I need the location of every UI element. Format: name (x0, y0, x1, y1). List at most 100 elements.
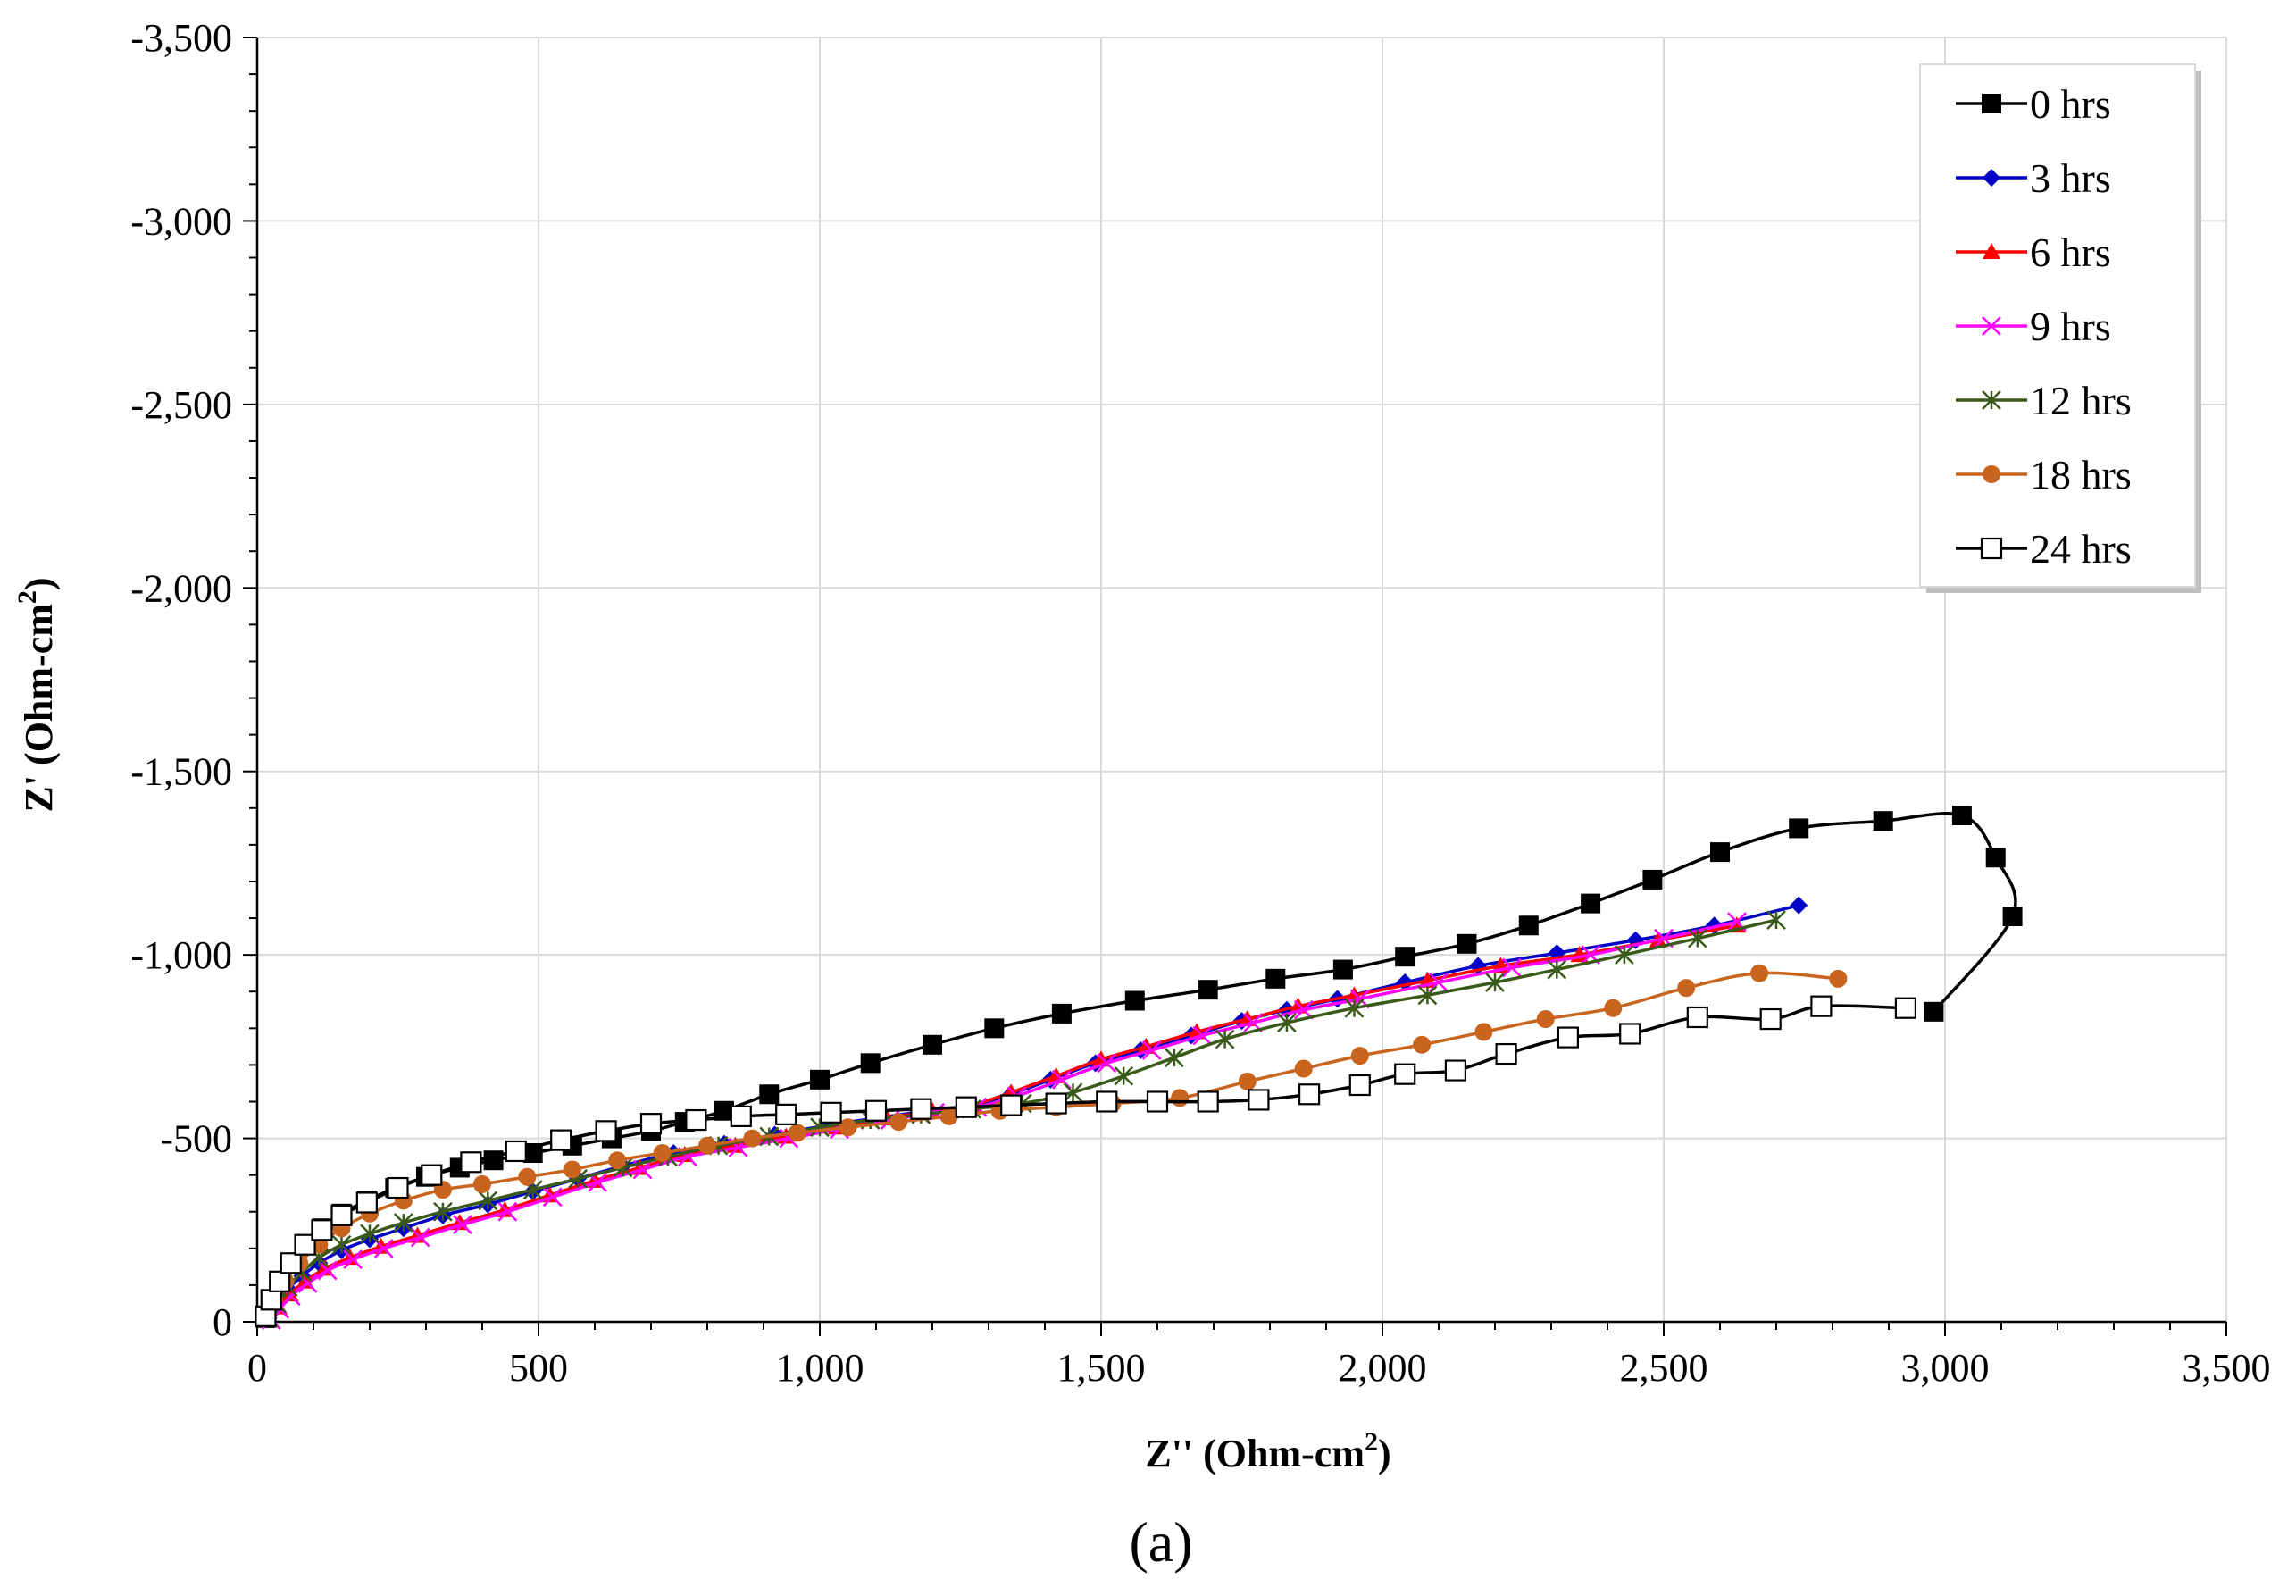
data-point (393, 1213, 413, 1233)
data-point (343, 1249, 363, 1270)
data-point (1686, 1006, 1708, 1029)
data-point (410, 1227, 430, 1248)
data-point (1096, 1090, 1118, 1113)
y-tick-label: -500 (160, 1117, 232, 1161)
series-line (265, 971, 1839, 1317)
y-tick-label: 0 (213, 1300, 232, 1344)
data-point (1429, 973, 1449, 992)
data-point (355, 1191, 378, 1214)
y-tick-label: -2,500 (130, 383, 232, 427)
data-point (294, 1233, 316, 1256)
data-point (1642, 869, 1663, 890)
y-axis-title: Z' (Ohm-cm2) (13, 577, 61, 812)
data-point (1198, 980, 1218, 1000)
data-point (1547, 959, 1567, 980)
data-point (1394, 1063, 1416, 1085)
data-point (1924, 1001, 1944, 1022)
data-point (387, 1176, 409, 1199)
data-point (1395, 947, 1415, 967)
data-point (1045, 1092, 1067, 1115)
x-axis-title: Z'' (Ohm-cm2) (1145, 1427, 1390, 1475)
data-point (1413, 1035, 1432, 1054)
data-point (595, 1120, 617, 1142)
data-point (653, 1144, 672, 1163)
series-line (267, 918, 1777, 1319)
data-point (280, 1285, 299, 1302)
legend-marker (1982, 390, 2001, 410)
data-point (505, 1140, 527, 1163)
data-point (1265, 968, 1286, 989)
data-point (453, 1215, 472, 1235)
data-point (1444, 1059, 1467, 1082)
data-point (478, 1191, 498, 1211)
data-point (1141, 1040, 1162, 1060)
data-point (311, 1219, 333, 1241)
y-tick-label: -3,500 (130, 16, 232, 60)
data-point (1215, 1029, 1235, 1049)
data-point (939, 1107, 958, 1125)
data-point (1457, 933, 1477, 954)
data-point (497, 1201, 518, 1222)
data-point (1332, 959, 1353, 980)
y-tick-label: -2,000 (130, 566, 232, 610)
data-point (1171, 1089, 1190, 1107)
legend-entry: 6 hrs (1956, 230, 2111, 275)
legend-label: 0 hrs (2030, 81, 2111, 127)
data-point (1536, 1010, 1555, 1029)
legend-marker (1983, 465, 2000, 483)
legend-label: 6 hrs (2030, 230, 2111, 275)
data-point (910, 1098, 932, 1120)
data-point (1604, 999, 1623, 1017)
data-point (280, 1252, 302, 1274)
data-point (759, 1084, 780, 1105)
data-point (433, 1201, 453, 1222)
data-point (955, 1096, 977, 1118)
data-point (1052, 1069, 1072, 1090)
legend-marker (1982, 316, 2001, 336)
data-point (1810, 995, 1833, 1017)
data-point (685, 1108, 707, 1132)
legend-label: 18 hrs (2030, 452, 2132, 497)
data-point (1766, 910, 1786, 930)
data-point (1238, 1072, 1257, 1090)
legend-label: 3 hrs (2030, 155, 2111, 201)
data-series (255, 806, 2023, 1330)
data-point (360, 1224, 380, 1244)
data-point (1677, 979, 1696, 998)
data-point (1474, 1023, 1493, 1041)
series-24-hrs (255, 995, 1916, 1327)
data-point (608, 1151, 627, 1170)
data-point (1495, 1042, 1517, 1065)
legend-entry: 12 hrs (1956, 378, 2132, 423)
data-point (269, 1270, 291, 1292)
data-point (1277, 1013, 1297, 1033)
series-12-hrs (258, 910, 1786, 1328)
data-point (1985, 848, 2006, 868)
data-point (1063, 1082, 1083, 1103)
figure-caption: (a) (1129, 1510, 1192, 1574)
series-0-hrs (255, 806, 2023, 1328)
legend-label: 12 hrs (2030, 378, 2132, 423)
data-point (260, 1289, 282, 1311)
data-point (1294, 1059, 1313, 1078)
data-point (698, 1136, 716, 1155)
x-tick-label: 500 (509, 1346, 568, 1390)
data-point (317, 1260, 338, 1281)
data-point (1619, 1023, 1641, 1045)
data-point (550, 1129, 572, 1151)
data-point (1518, 915, 1539, 936)
data-point (460, 1151, 482, 1174)
series-line (263, 812, 2017, 1319)
data-point (864, 1099, 888, 1122)
legend-marker (1982, 94, 2001, 113)
data-point (2002, 907, 2023, 927)
data-point (788, 1124, 806, 1142)
data-point (1350, 1047, 1369, 1065)
data-point (1344, 998, 1365, 1018)
legend-marker (1980, 537, 2003, 560)
data-point (473, 1174, 491, 1193)
y-tick-label: -3,000 (130, 199, 232, 243)
x-tick-label: 3,000 (1901, 1346, 1990, 1390)
data-point (923, 1034, 942, 1055)
data-point (820, 1101, 842, 1124)
